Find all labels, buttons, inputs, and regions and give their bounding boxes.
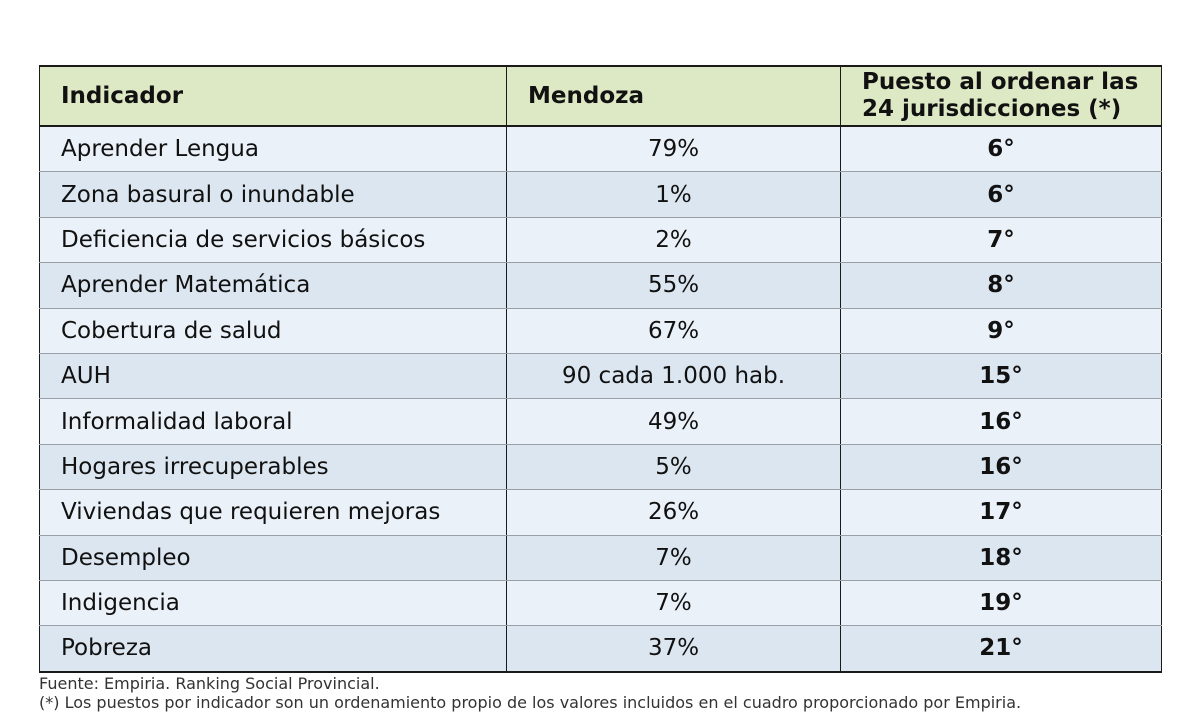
table-header: Indicador Mendoza Puesto al ordenar las …: [39, 65, 1162, 127]
cell-value: 7%: [506, 580, 841, 627]
cell-indicator: AUH: [39, 353, 507, 400]
cell-rank: 8°: [840, 262, 1162, 309]
cell-value: 79%: [506, 126, 841, 173]
table-row: Aprender Lengua 79% 6°: [39, 126, 1162, 173]
table-row: Deficiencia de servicios básicos 2% 7°: [39, 217, 1162, 264]
cell-rank: 9°: [840, 308, 1162, 354]
cell-value: 1%: [506, 171, 841, 218]
cell-indicator: Informalidad laboral: [39, 398, 507, 445]
header-province: Mendoza: [506, 65, 841, 127]
table-row: Zona basural o inundable 1% 6°: [39, 171, 1162, 218]
header-rank: Puesto al ordenar las 24 jurisdicciones …: [840, 65, 1162, 127]
cell-value: 2%: [506, 217, 841, 264]
cell-indicator: Cobertura de salud: [39, 308, 507, 354]
cell-indicator: Viviendas que requieren mejoras: [39, 489, 507, 536]
ranking-table: Indicador Mendoza Puesto al ordenar las …: [39, 65, 1162, 673]
table-row: Informalidad laboral 49% 16°: [39, 398, 1162, 445]
cell-rank: 21°: [840, 625, 1162, 673]
cell-rank: 16°: [840, 444, 1162, 491]
table-row: Cobertura de salud 67% 9°: [39, 308, 1162, 354]
cell-rank: 15°: [840, 353, 1162, 400]
cell-value: 90 cada 1.000 hab.: [506, 353, 841, 400]
table-row: Aprender Matemática 55% 8°: [39, 262, 1162, 309]
header-rank-line2: 24 jurisdicciones (*): [862, 96, 1122, 122]
cell-value: 5%: [506, 444, 841, 491]
header-row: Indicador Mendoza Puesto al ordenar las …: [39, 65, 1162, 127]
cell-rank: 6°: [840, 126, 1162, 173]
cell-value: 67%: [506, 308, 841, 354]
cell-value: 55%: [506, 262, 841, 309]
cell-indicator: Zona basural o inundable: [39, 171, 507, 218]
cell-indicator: Deficiencia de servicios básicos: [39, 217, 507, 264]
source-note: Fuente: Empiria. Ranking Social Provinci…: [39, 674, 380, 693]
header-rank-line1: Puesto al ordenar las: [862, 69, 1139, 95]
cell-indicator: Desempleo: [39, 535, 507, 581]
cell-indicator: Pobreza: [39, 625, 507, 673]
cell-indicator: Hogares irrecuperables: [39, 444, 507, 491]
cell-value: 49%: [506, 398, 841, 445]
cell-rank: 7°: [840, 217, 1162, 264]
cell-rank: 16°: [840, 398, 1162, 445]
table-row: AUH 90 cada 1.000 hab. 15°: [39, 353, 1162, 400]
cell-value: 37%: [506, 625, 841, 673]
header-indicator: Indicador: [39, 65, 507, 127]
cell-rank: 6°: [840, 171, 1162, 218]
table-row: Pobreza 37% 21°: [39, 625, 1162, 673]
table-row: Indigencia 7% 19°: [39, 580, 1162, 627]
cell-indicator: Indigencia: [39, 580, 507, 627]
cell-value: 26%: [506, 489, 841, 536]
cell-indicator: Aprender Matemática: [39, 262, 507, 309]
cell-rank: 18°: [840, 535, 1162, 581]
table-body: Aprender Lengua 79% 6° Zona basural o in…: [39, 126, 1162, 673]
cell-rank: 17°: [840, 489, 1162, 536]
table-row: Desempleo 7% 18°: [39, 535, 1162, 581]
table-notes: Fuente: Empiria. Ranking Social Provinci…: [39, 674, 1021, 712]
cell-indicator: Aprender Lengua: [39, 126, 507, 173]
table-row: Hogares irrecuperables 5% 16°: [39, 444, 1162, 491]
cell-rank: 19°: [840, 580, 1162, 627]
table-row: Viviendas que requieren mejoras 26% 17°: [39, 489, 1162, 536]
ranking-table-container: Indicador Mendoza Puesto al ordenar las …: [39, 65, 1162, 673]
cell-value: 7%: [506, 535, 841, 581]
